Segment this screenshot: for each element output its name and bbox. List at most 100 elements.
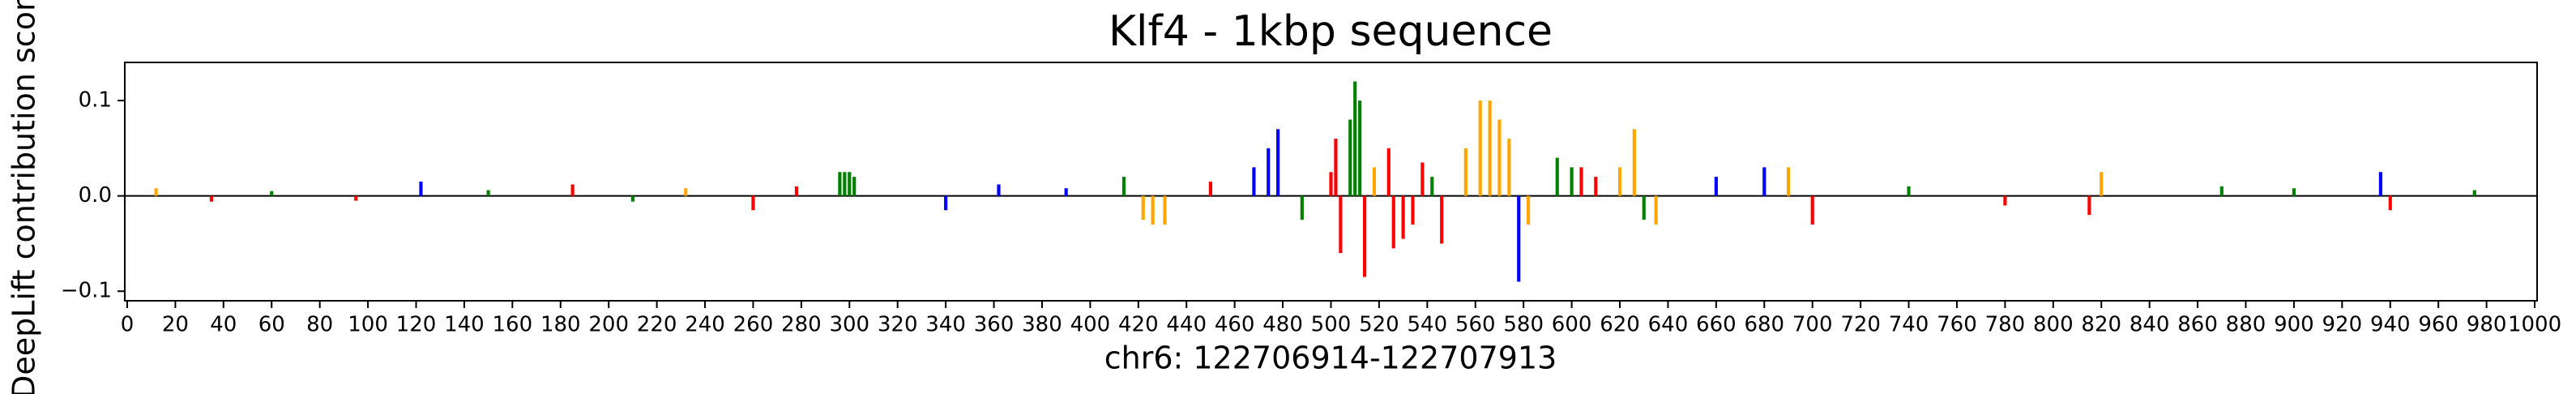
letter: [1151, 195, 1155, 225]
letter: [1555, 157, 1559, 196]
letter: [419, 182, 423, 196]
letter: [1527, 195, 1531, 225]
y-tick-label: 0.1: [79, 88, 112, 113]
letter: [1810, 195, 1814, 225]
x-tick-label: 980: [2467, 313, 2507, 337]
x-tick-label: 540: [1408, 313, 1448, 337]
letter: [1121, 177, 1126, 196]
x-tick-label: 220: [637, 313, 677, 337]
letter: [848, 172, 852, 196]
letter: [1497, 119, 1502, 196]
x-tick-label: 880: [2226, 313, 2266, 337]
x-tick-label: 680: [1744, 313, 1784, 337]
x-tick-label: 520: [1359, 313, 1399, 337]
letter: [944, 195, 948, 211]
x-tick-label: 340: [925, 313, 966, 337]
letter: [1570, 167, 1574, 196]
x-tick-label: 360: [974, 313, 1015, 337]
x-tick-label: 380: [1022, 313, 1062, 337]
letter: [570, 184, 575, 196]
x-tick-label: 820: [2081, 313, 2121, 337]
x-tick-label: 960: [2418, 313, 2459, 337]
letter: [1208, 182, 1213, 196]
y-tick-label: 0.0: [79, 183, 112, 208]
letter: [1786, 167, 1791, 196]
x-tick-label: 40: [210, 313, 237, 337]
x-tick-label: 300: [829, 313, 869, 337]
x-tick-label: 440: [1166, 313, 1207, 337]
x-tick-label: 780: [1985, 313, 2026, 337]
letter: [843, 172, 847, 196]
letter: [684, 188, 688, 196]
letter: [1440, 195, 1444, 244]
x-tick-label: 560: [1455, 313, 1496, 337]
letter: [1463, 148, 1467, 196]
letter: [2292, 188, 2296, 196]
letter: [1339, 195, 1343, 254]
letter: [2087, 195, 2091, 216]
letter: [1654, 195, 1658, 225]
x-axis-label: chr6: 122706914-122707913: [1104, 340, 1557, 376]
letter: [852, 177, 857, 196]
x-tick-label: 320: [878, 313, 918, 337]
letter: [1401, 195, 1405, 239]
letter: [1163, 195, 1167, 225]
x-tick-label: 640: [1648, 313, 1689, 337]
letter: [1353, 81, 1357, 196]
x-tick-label: 240: [685, 313, 725, 337]
x-tick-label: 500: [1311, 313, 1352, 337]
letter: [751, 195, 755, 211]
letter: [997, 184, 1001, 196]
x-tick-label: 120: [396, 313, 437, 337]
letter: [1642, 195, 1646, 221]
letter: [838, 172, 842, 196]
letter: [1488, 101, 1492, 196]
chart-title: Klf4 - 1kbp sequence: [1109, 7, 1553, 56]
y-axis-label: DeepLift contribution scores: [6, 0, 42, 394]
letter: [209, 195, 214, 202]
letter: [1411, 195, 1415, 225]
x-tick-label: 140: [444, 313, 485, 337]
x-tick-label: 100: [348, 313, 388, 337]
x-tick-label: 740: [1889, 313, 1929, 337]
letter: [1478, 101, 1482, 196]
letter: [1420, 162, 1425, 196]
letter: [1334, 139, 1338, 196]
x-tick-label: 720: [1840, 313, 1881, 337]
letter: [1276, 129, 1280, 196]
letter: [1762, 167, 1766, 196]
letter: [2003, 195, 2007, 206]
x-tick-label: 0: [121, 313, 135, 337]
x-tick-label: 160: [493, 313, 533, 337]
x-tick-label: 20: [162, 313, 189, 337]
x-tick-label: 660: [1696, 313, 1737, 337]
letter: [1329, 172, 1333, 196]
letter: [1391, 195, 1395, 249]
x-tick-label: 840: [2130, 313, 2170, 337]
letter: [1386, 148, 1391, 196]
letter: [1632, 129, 1636, 196]
letter: [1252, 167, 1256, 196]
x-tick-label: 280: [781, 313, 822, 337]
letter: [1064, 188, 1068, 196]
x-tick-label: 200: [588, 313, 629, 337]
letter: [630, 195, 634, 202]
x-tick-label: 620: [1600, 313, 1640, 337]
letter: [1907, 186, 1911, 196]
x-tick-label: 940: [2370, 313, 2411, 337]
letter: [1579, 167, 1583, 196]
letter: [1594, 177, 1598, 196]
x-tick-label: 600: [1552, 313, 1592, 337]
letter: [2378, 172, 2382, 196]
x-tick-label: 580: [1503, 313, 1544, 337]
letter: [486, 190, 490, 196]
letter: [1507, 139, 1511, 196]
letter: [154, 188, 158, 196]
x-tick-label: 900: [2274, 313, 2314, 337]
letter: [2472, 190, 2476, 196]
letter: [1300, 195, 1304, 221]
x-tick-label: 60: [258, 313, 285, 337]
x-tick-label: 460: [1215, 313, 1255, 337]
letter: [1714, 177, 1718, 196]
